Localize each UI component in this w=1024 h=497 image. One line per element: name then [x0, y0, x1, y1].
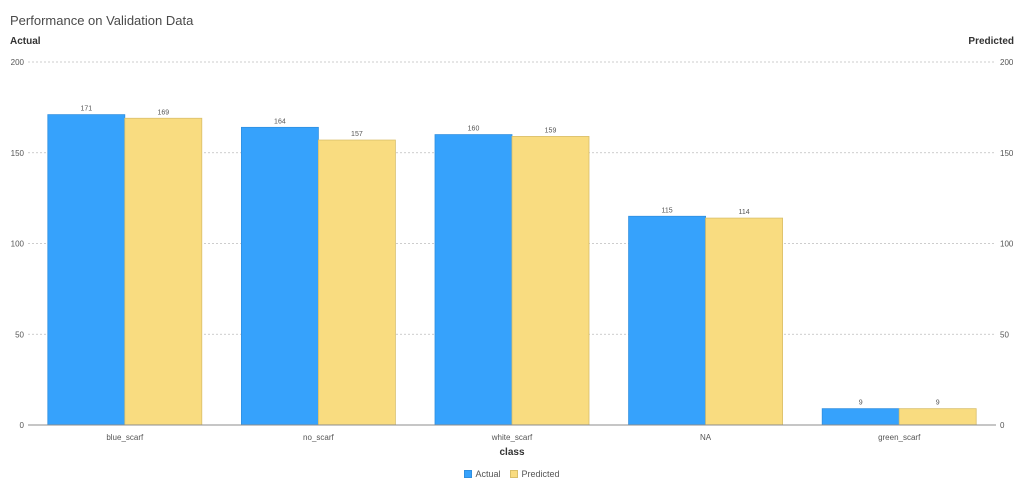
- y-tick-label-left: 150: [11, 149, 25, 158]
- bar-actual-NA[interactable]: [628, 215, 706, 426]
- bar-predicted-NA[interactable]: [705, 217, 783, 426]
- y-tick-label-left: 0: [20, 421, 25, 430]
- legend-label-actual: Actual: [475, 469, 501, 479]
- legend-label-predicted: Predicted: [521, 469, 560, 479]
- x-tick-label: white_scarf: [491, 433, 533, 442]
- legend-swatch-predicted: [510, 470, 519, 478]
- x-tick-label: green_scarf: [878, 433, 921, 442]
- axes: 0 0 50 50 100 100 150 150 200 200 blue_scarf no_sca…: [11, 58, 1014, 442]
- legend-swatch-actual: [464, 470, 473, 478]
- x-tick-label: blue_scarf: [106, 433, 144, 442]
- bar-actual-white_scarf[interactable]: [434, 134, 513, 426]
- right-axis-title: Predicted: [968, 36, 1014, 47]
- chart-title: Performance on Validation Data: [10, 13, 194, 28]
- y-tick-label-right: 150: [1000, 149, 1014, 158]
- y-tick-label-right: 0: [1000, 421, 1005, 430]
- data-label: 9: [936, 400, 940, 407]
- y-tick-label-left: 50: [15, 330, 24, 339]
- y-tick-label-left: 200: [11, 58, 25, 67]
- bar-predicted-blue_scarf[interactable]: [124, 117, 203, 426]
- x-tick-label: NA: [700, 433, 712, 442]
- y-tick-label-left: 100: [11, 240, 25, 249]
- left-axis-title: Actual: [10, 36, 41, 47]
- bar-predicted-white_scarf[interactable]: [511, 136, 590, 426]
- data-label: 159: [545, 127, 557, 134]
- y-tick-label-right: 50: [1000, 330, 1009, 339]
- bar-actual-blue_scarf[interactable]: [47, 114, 126, 426]
- data-labels: 171 169 164 157 160 159 115 114 9 9: [80, 106, 939, 407]
- legend-item-actual[interactable]: Actual: [464, 469, 500, 479]
- bar-actual-green_scarf[interactable]: [821, 408, 900, 426]
- bar-predicted-no_scarf[interactable]: [317, 139, 396, 426]
- data-label: 169: [157, 109, 169, 116]
- x-axis-title: class: [499, 447, 525, 458]
- y-tick-label-right: 100: [1000, 240, 1014, 249]
- bar-actual-no_scarf[interactable]: [240, 126, 319, 426]
- data-label: 171: [80, 106, 92, 113]
- data-label: 164: [274, 118, 286, 125]
- data-label: 115: [662, 207, 673, 214]
- legend: Actual Predicted: [0, 469, 1024, 479]
- bars: [47, 114, 977, 426]
- data-label: 157: [351, 131, 363, 138]
- data-label: 9: [859, 400, 863, 407]
- data-label: 160: [468, 126, 480, 133]
- bar-predicted-green_scarf[interactable]: [898, 408, 977, 426]
- x-tick-label: no_scarf: [303, 433, 334, 442]
- y-tick-label-right: 200: [1000, 58, 1014, 67]
- data-label: 114: [739, 209, 750, 216]
- legend-item-predicted[interactable]: Predicted: [510, 469, 560, 479]
